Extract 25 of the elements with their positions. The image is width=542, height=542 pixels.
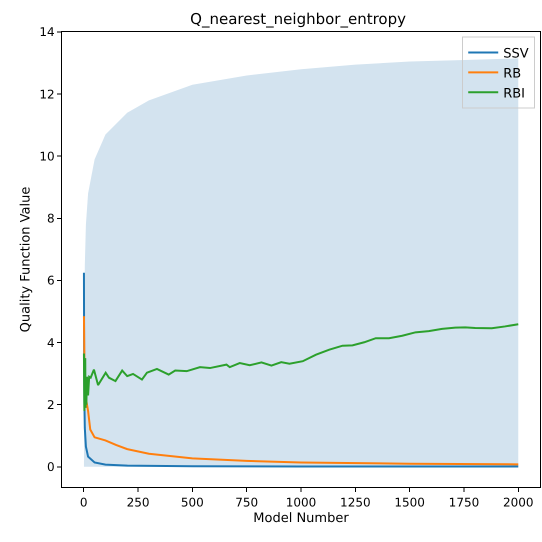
y-tick-label: 14	[39, 25, 55, 40]
x-tick-label: 750	[235, 495, 258, 510]
y-tick-label: 0	[46, 460, 55, 474]
x-tick-label: 1000	[286, 495, 316, 510]
line-series	[82, 323, 520, 412]
legend-label: RBI	[503, 86, 526, 102]
y-tick-label: 8	[46, 212, 55, 226]
x-tick-label: 1750	[448, 495, 480, 510]
x-tick-label: 0	[80, 495, 88, 510]
y-tick-label: 10	[39, 149, 55, 164]
x-tick-label: 500	[180, 495, 204, 510]
legend-label: SSV	[503, 46, 529, 62]
x-axis-title: Model Number	[253, 511, 350, 526]
line-series	[82, 315, 520, 466]
y-tick-label: 4	[46, 336, 55, 350]
x-tick-label: 250	[126, 495, 150, 510]
y-tick-label: 6	[46, 274, 55, 288]
chart-title: Q_nearest_neighbor_entropy	[190, 10, 406, 28]
y-tick-label: 2	[46, 398, 55, 412]
x-tick-label: 2000	[502, 495, 534, 510]
x-tick-label: 1500	[394, 495, 425, 510]
y-axis-title: Quality Function Value	[18, 186, 34, 332]
legend-label: RB	[503, 66, 522, 82]
y-tick-label: 12	[39, 87, 55, 102]
x-tick-label: 1250	[340, 495, 371, 510]
